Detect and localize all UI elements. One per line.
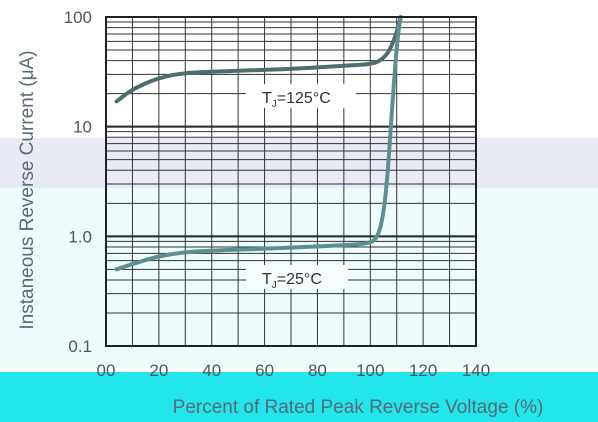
x-tick-label: 00 (97, 361, 116, 380)
y-tick-label: 100 (64, 8, 92, 27)
svg-text:TJ=125°C: TJ=125°C (262, 90, 331, 110)
band-lavender (0, 138, 598, 188)
series-line-125c (114, 15, 403, 104)
grid (106, 17, 476, 346)
x-tick-label: 140 (462, 361, 490, 380)
band-cyan-strong (0, 372, 598, 422)
y-tick-label: 0.1 (68, 337, 92, 356)
svg-text:TJ=25°C: TJ=25°C (262, 271, 322, 291)
y-tick-label: 10 (73, 118, 92, 137)
label-125c: TJ=125°C (246, 84, 356, 110)
y-tick-labels: 100 10 1.0 0.1 (64, 8, 92, 356)
x-tick-label: 120 (409, 361, 437, 380)
y-axis-label: Instaneous Reverse Current (μA) (17, 50, 38, 329)
x-axis-label: Percent of Rated Peak Reverse Voltage (%… (173, 397, 544, 418)
x-tick-label: 100 (356, 361, 384, 380)
series-line-25c (114, 15, 403, 272)
x-tick-label: 60 (255, 361, 274, 380)
x-tick-label: 40 (202, 361, 221, 380)
y-tick-label: 1.0 (68, 227, 92, 246)
x-tick-label: 20 (149, 361, 168, 380)
x-tick-label: 80 (308, 361, 327, 380)
curves (114, 15, 403, 272)
label-25c: TJ=25°C (246, 265, 348, 291)
plot-frame (105, 16, 477, 347)
x-tick-labels: 00 20 40 60 80 100 120 140 (97, 361, 491, 380)
